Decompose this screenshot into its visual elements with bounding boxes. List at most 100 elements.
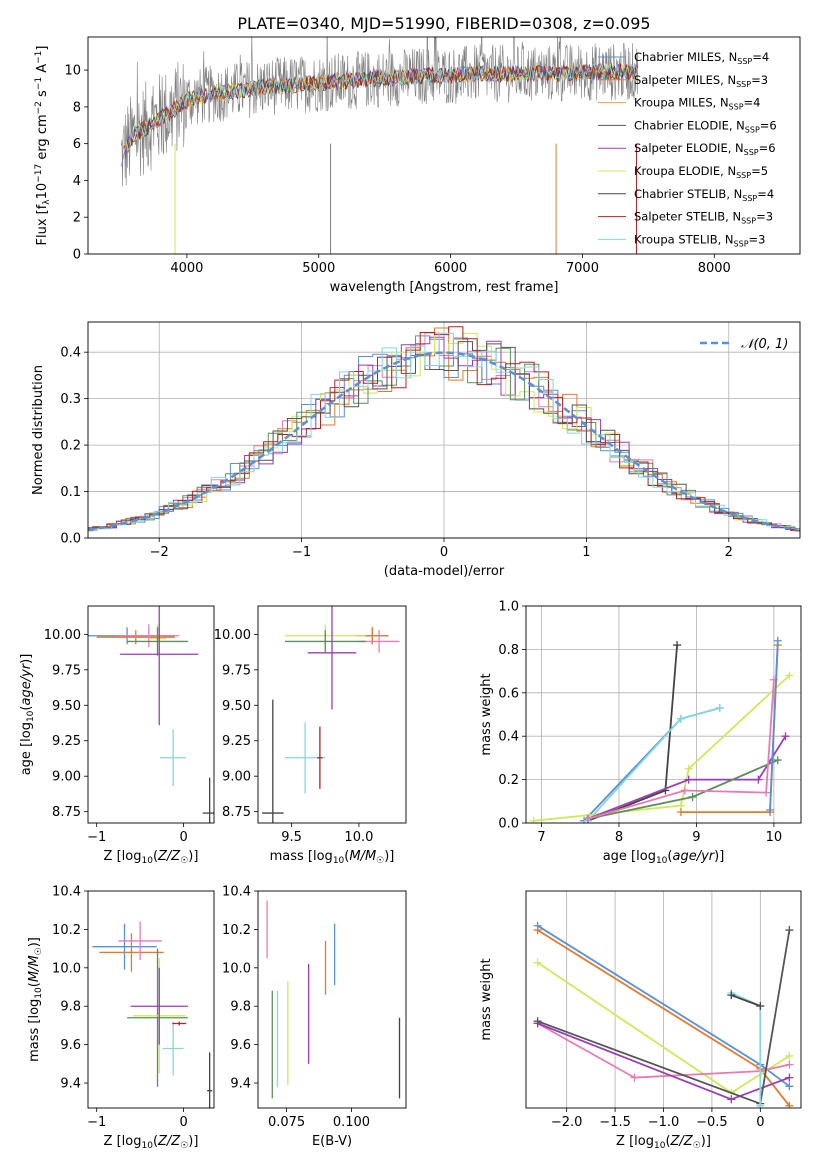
plot-frame [525,605,802,824]
y-tick-label: 0.0 [60,532,81,547]
y-tick-label: 9.8 [60,1000,81,1015]
age_vs_Z-errorbars [88,606,214,823]
weight-marker [673,641,682,650]
y-tick-label: 9.25 [222,734,251,749]
y-tick-label: 10.0 [52,961,81,976]
x-axis-label: Z [log10(Z/Z☉)] [616,1134,711,1151]
weight-marker [785,1082,794,1091]
weight-line [537,1022,790,1079]
weight-marker [781,732,790,741]
y-axis-label: Flux [fλ10−17 erg cm−2 s−1 A−1] [34,46,52,246]
weight-marker [785,671,794,680]
weight-marker [785,926,794,935]
y-tick-label: 6 [73,137,81,152]
mass_vs_ebv-errorbars [266,900,401,1099]
y-tick-label: 9.00 [222,770,251,785]
mass_vs_ebv-axes: 0.075 0.100 9.4 9.6 9.8 10.0 10.2 10.4 E(B-V) [222,885,407,1149]
y-tick-label: 1.0 [498,600,519,615]
y-tick-label: 0.4 [60,346,81,361]
x-tick-label: 4000 [170,261,203,276]
weight-marker [727,991,736,1000]
y-tick-label: 9.75 [222,663,251,678]
y-axis-label: mass [log10(M/M☉)] [27,937,44,1062]
x-axis-label: mass [log10(M/M☉)] [270,849,395,866]
y-tick-label: 10.00 [214,628,251,643]
weight-marker [785,1051,794,1060]
x-tick-label: −1 [87,1115,106,1130]
x-axis-label: (data-model)/error [384,564,505,579]
x-tick-label: 8000 [698,261,731,276]
y-tick-label: 9.25 [52,734,81,749]
weight-line [587,707,720,822]
model-spectrum [128,63,639,143]
y-tick-label: 10.4 [52,885,81,900]
weight-marker [533,1017,542,1026]
y-tick-label: 0.2 [60,439,81,454]
weight-marker [773,756,782,765]
weight_vs_age-series [529,636,794,823]
legend-entry: Salpeter STELIB, NSSP=3 [634,210,773,226]
x-tick-label: 7000 [566,261,599,276]
weight-marker [688,792,697,801]
x-tick-label: 7 [537,830,545,845]
plot-frame [87,605,215,824]
x-axis-label: Z [log10(Z/Z☉)] [104,1134,199,1151]
x-tick-label: 0 [756,1115,764,1130]
y-tick-label: 4 [73,174,81,189]
weight-marker [756,1002,765,1011]
y-tick-label: 2 [73,211,81,226]
y-tick-label: 0.8 [498,643,519,658]
weight-marker [762,788,771,797]
y-tick-label: 8 [73,100,81,115]
weight-marker [529,816,538,823]
legend-entry: Chabrier ELODIE, NSSP=6 [634,118,777,134]
y-tick-label: 10.4 [222,885,251,900]
weight-marker [785,1060,794,1069]
x-tick-label: −0.5 [696,1115,728,1130]
weight-marker [684,775,693,784]
weight-marker [773,636,782,645]
plot-frame [87,321,801,539]
weight-line [587,645,678,822]
x-tick-label: −2.0 [551,1115,583,1130]
mass_vs_Z-axes: −1 0 9.4 9.6 9.8 10.0 10.2 10.4 Z [log10(Z/Z☉)] m… [27,885,215,1151]
y-tick-label: 0.1 [60,485,81,500]
y-tick-label: 9.50 [222,699,251,714]
y-tick-label: 10 [64,64,81,79]
weight-marker [727,1095,736,1104]
y-tick-label: 9.50 [52,699,81,714]
plot-frame [87,890,215,1109]
x-tick-label: 0.100 [333,1115,370,1130]
x-tick-label: 9 [692,830,700,845]
legend-entry: Kroupa STELIB, NSSP=3 [634,232,765,248]
y-tick-label: 10.00 [44,628,81,643]
weight-marker [756,1101,765,1108]
plot-frame [525,890,802,1109]
weight-marker [583,814,592,823]
x-axis-label: E(B-V) [312,1134,352,1149]
plot-frame [257,890,407,1109]
x-tick-label: 0.075 [268,1115,305,1130]
x-tick-label: 10.0 [344,830,373,845]
x-tick-label: −1.0 [648,1115,680,1130]
legend-entry: Kroupa MILES, NSSP=4 [634,96,760,112]
weight-marker [766,805,775,814]
x-tick-label: 9.5 [281,830,302,845]
weight-marker [676,808,685,817]
spectrum-axes: 4000 5000 6000 7000 8000 0 2 4 6 8 10 Chabrier MILE… [34,36,801,295]
histogram-step [88,332,800,531]
plot-frame [87,36,801,255]
age_vs_mass-axes: 9.5 10.0 8.75 9.00 9.25 9.50 9.75 10.00 mass [lo… [214,605,407,866]
x-axis-label: age [log10(age/yr)] [603,849,725,866]
x-tick-label: 1 [582,545,590,560]
y-tick-label: 0.0 [498,817,519,832]
histogram-step [88,341,800,533]
normal-curve [88,351,798,532]
y-tick-label: 9.00 [52,770,81,785]
x-tick-label: 10 [766,830,783,845]
weight-marker [684,764,693,773]
mass_vs_Z-errorbars [92,921,213,1108]
legend-entry: 𝒩(0, 1) [741,337,788,352]
